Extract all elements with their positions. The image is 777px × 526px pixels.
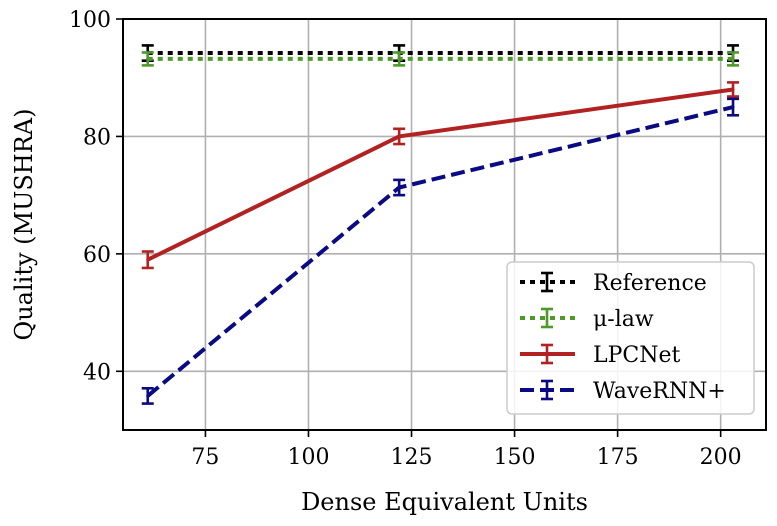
legend-item-law: μ-law: [520, 307, 654, 332]
x-tick-label: 200: [700, 445, 742, 470]
error-bar: [141, 250, 154, 270]
error-bar: [727, 51, 740, 67]
data-point: [146, 57, 150, 61]
error-bar: [393, 127, 406, 146]
data-point: [731, 105, 735, 109]
series-line: [146, 87, 734, 262]
legend-box: [506, 261, 755, 415]
plot-frame: [122, 18, 767, 431]
legend-item-wavernn: WaveRNN+: [520, 379, 726, 404]
series-layer: [141, 44, 740, 405]
error-bar: [141, 387, 154, 405]
y-axis-label: Quality (MUSHRA): [10, 109, 38, 341]
y-tick-label: 100: [69, 8, 111, 33]
data-point: [397, 186, 401, 190]
legend-label: LPCNet: [593, 343, 681, 368]
error-bar: [393, 51, 406, 67]
y-tick-label: 80: [83, 125, 111, 150]
y-tick-label: 60: [83, 243, 111, 268]
x-tick-label: 75: [191, 445, 219, 470]
x-axis-label: Dense Equivalent Units: [301, 488, 588, 516]
data-point: [397, 57, 401, 61]
y-tick-label: 40: [83, 360, 111, 385]
data-point: [146, 394, 150, 398]
series-wavernn: [141, 97, 740, 405]
error-bar: [727, 81, 740, 98]
data-point: [146, 258, 150, 262]
x-tick-label: 150: [494, 445, 536, 470]
axis-ticks: 75 100 125 150 175 200 40 60 80 100: [69, 8, 742, 470]
legend-label: μ-law: [593, 307, 654, 332]
legend-item-reference: Reference: [520, 271, 707, 296]
x-tick-label: 125: [391, 445, 433, 470]
legend-label: WaveRNN+: [593, 379, 726, 404]
series-lpcnet: [141, 81, 740, 270]
data-point: [731, 87, 735, 91]
legend: Reference μ-law LPCNet WaveRNN+: [506, 261, 755, 415]
legend-item-lpcnet: LPCNet: [520, 343, 681, 368]
error-bar: [727, 97, 740, 117]
x-tick-label: 100: [287, 445, 329, 470]
x-tick-label: 175: [597, 445, 639, 470]
legend-label: Reference: [593, 271, 707, 296]
series-law: [141, 51, 740, 67]
data-point: [731, 57, 735, 61]
data-point: [397, 134, 401, 138]
error-bar: [393, 178, 406, 197]
error-bar: [141, 51, 154, 67]
